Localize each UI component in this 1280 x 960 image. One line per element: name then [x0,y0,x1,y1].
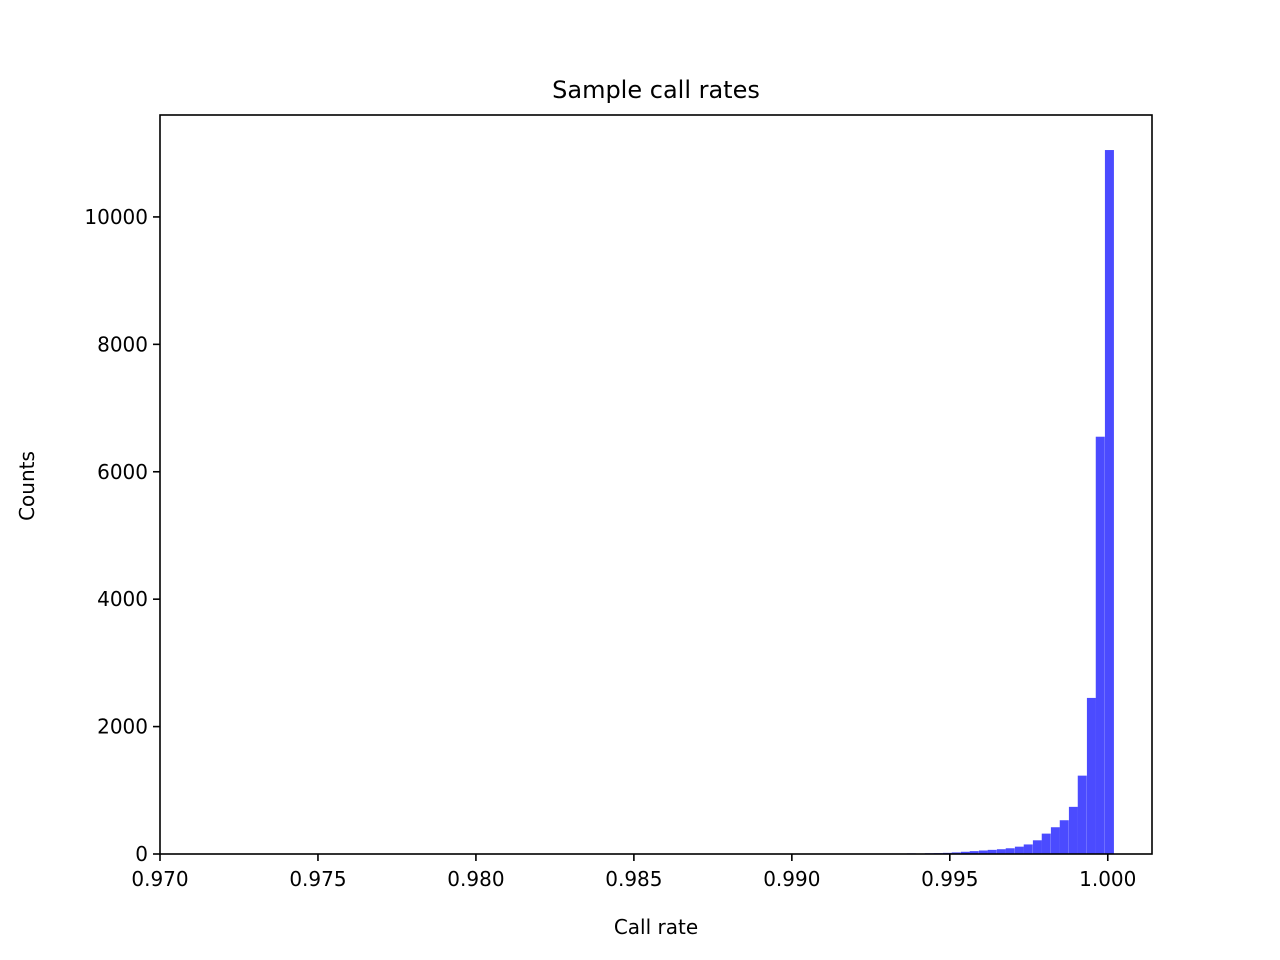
histogram-bar [987,849,997,854]
histogram-bar [1104,150,1114,854]
x-tick-label: 0.980 [447,867,504,891]
y-tick-label: 2000 [97,715,148,739]
histogram-bar [1014,846,1024,854]
plot-frame [159,114,1153,855]
histogram-bar [1086,697,1096,854]
histogram-bar [1095,436,1105,854]
histogram-bar [1032,840,1042,854]
x-axis-label: Call rate [614,915,698,939]
histogram-bar [960,851,970,854]
y-axis-ticks: 0 2000 4000 6000 8000 10000 [84,205,160,866]
x-tick-label: 0.970 [131,867,188,891]
x-tick-label: 0.990 [763,867,820,891]
histogram-bar [1077,775,1087,854]
histogram-bar [1059,820,1069,854]
histogram-bar [1050,827,1060,854]
bars-group [906,150,1114,854]
x-tick-label: 1.000 [1079,867,1136,891]
y-tick-label: 0 [135,842,148,866]
histogram-bar [1023,844,1033,854]
histogram-bar [1005,848,1015,854]
y-tick-label: 10000 [84,205,148,229]
x-tick-label: 0.995 [921,867,978,891]
x-tick-label: 0.975 [289,867,346,891]
histogram-bar [1041,833,1051,854]
histogram-bar [996,849,1006,854]
y-tick-label: 6000 [97,460,148,484]
chart-title: Sample call rates [552,76,760,104]
y-tick-label: 4000 [97,587,148,611]
y-axis-label: Counts [15,451,39,521]
histogram-bar [978,850,988,854]
y-tick-label: 8000 [97,332,148,356]
histogram-bar [1068,806,1078,854]
x-axis-ticks: 0.970 0.975 0.980 0.985 0.990 0.995 1.000 [131,854,1136,891]
x-tick-label: 0.985 [605,867,662,891]
histogram-bar [969,851,979,854]
